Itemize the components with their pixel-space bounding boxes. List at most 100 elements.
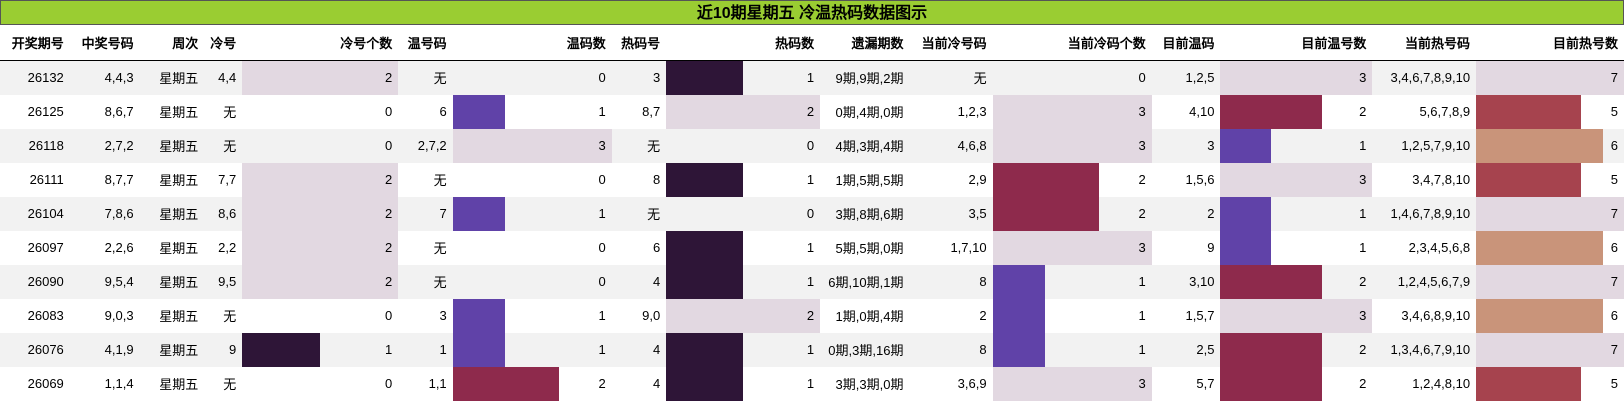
bar-cell: 6 [1476,230,1624,265]
table-cell: 2,2,6 [69,230,140,265]
table-row: 26104 7,8,6 星期五 8,6 2 7 1 无 0 3期,8期,6期 3,5 2 2 1 1,4,6… [0,196,1624,231]
table-cell: 5,6,7,8,9 [1372,94,1477,129]
table-cell: 26069 [0,366,70,401]
data-bar [992,332,1046,367]
data-bar [666,230,744,265]
data-bar [666,298,821,333]
table-cell: 2,9 [909,162,993,197]
table-cell: 星期五 [139,94,205,129]
table-cell: 4 [611,332,667,367]
cell-value: 2 [806,307,815,323]
cell-value: 1 [598,341,606,357]
bar-cell: 1 [992,264,1152,299]
table-cell: 2,2 [204,230,243,265]
table-cell: 星期五 [139,162,205,197]
data-bar [992,366,1152,401]
data-bar [1476,366,1582,401]
table-cell: 3,4,6,8,9,10 [1372,298,1477,333]
data-bar [1476,298,1604,333]
data-bar [452,366,560,401]
table-cell: 1,5,6 [1151,162,1221,197]
table-cell: 8,7 [611,94,667,129]
data-bar [992,128,1152,163]
cell-value: 1 [598,103,606,119]
table-cell: 9 [1151,230,1221,265]
table-cell: 3,5 [909,196,993,231]
bar-cell: 7 [1476,332,1624,367]
table-cell: 1,2,4,5,6,7,9 [1372,264,1477,299]
bar-cell: 5 [1476,366,1624,401]
column-header: 冷号 [204,25,243,61]
bar-cell: 7 [1476,60,1624,95]
table-row: 26118 2,7,2 星期五无 0 2,7,2 3 无 0 4期,3期,4期 4,6,8 3 3 1 1… [0,128,1624,163]
data-bar [1220,366,1323,401]
bar-cell: 6 [1476,298,1624,333]
table-cell: 1,4,6,7,8,9,10 [1372,196,1477,231]
table-cell: 0期,4期,0期 [820,94,910,129]
bar-cell: 3 [992,230,1152,265]
cell-value: 5 [1610,375,1618,391]
bar-cell: 0 [242,298,399,333]
table-cell: 3期,3期,0期 [820,366,910,401]
data-table: 开奖期号 中奖号码 周次 冷号 冷号个数 温号码 温码数 热码号 热码数 遗漏期数 当前冷号码 当前冷… [0,25,1624,401]
bar-cell: 1 [1220,128,1373,163]
bar-cell: 1 [666,332,821,367]
data-bar [666,60,744,95]
table-cell: 9 [204,332,243,367]
data-bar [1220,332,1323,367]
bar-cell: 0 [452,60,612,95]
bar-cell: 1 [452,196,612,231]
bar-cell: 0 [242,128,399,163]
table-cell: 3,10 [1151,264,1221,299]
cell-value: 0 [385,137,393,153]
table-row: 26069 1,1,4 星期五无 0 1,1 2 4 1 3期,3期,0期 3,6,9 3 5,7 2 1… [0,366,1624,401]
data-bar [452,196,506,231]
column-header: 当前冷码个数 [992,25,1152,61]
cell-value: 2 [1359,375,1367,391]
table-cell: 1期,0期,4期 [820,298,910,333]
table-cell: 8 [909,332,993,367]
cell-value: 1 [1359,239,1367,255]
table-cell: 7,7 [204,162,243,197]
table-cell: 4,1,9 [69,332,140,367]
table-cell: 2,3,4,5,6,8 [1372,230,1477,265]
table-cell: 5期,5期,0期 [820,230,910,265]
bar-cell: 2 [666,94,821,129]
table-cell: 6 [611,230,667,265]
cell-value: 6 [1610,137,1618,153]
table-cell: 2 [1151,196,1221,231]
table-cell: 无 [611,196,667,231]
data-bar [1476,196,1624,231]
table-row: 26125 8,6,7 星期五无 0 6 1 8,7 2 0期,4期,0期 1,2,3 3 4,10 2… [0,94,1624,129]
bar-cell: 1 [666,230,821,265]
table-cell: 1,3,4,6,7,9,10 [1372,332,1477,367]
bar-cell: 0 [666,196,821,231]
bar-cell: 2 [1220,94,1373,129]
table-cell: 6 [398,94,453,129]
table-cell: 26076 [0,332,70,367]
data-bar [242,264,399,299]
data-bar [242,196,399,231]
table-cell: 7,8,6 [69,196,140,231]
data-bar [1476,60,1624,95]
cell-value: 6 [1610,239,1618,255]
bar-cell: 2 [1220,366,1373,401]
cell-value: 1 [806,171,815,187]
cell-value: 2 [806,103,815,119]
cell-value: 7 [1610,273,1618,289]
cell-value: 2 [1359,103,1367,119]
table-cell: 3 [398,298,453,333]
table-cell: 9,5,4 [69,264,140,299]
column-header: 温码数 [452,25,612,61]
table-cell: 8,6 [204,196,243,231]
column-header: 周次 [139,25,205,61]
cell-value: 2 [1359,273,1367,289]
data-bar [1476,128,1604,163]
bar-cell: 2 [242,162,399,197]
data-bar [1476,264,1624,299]
table-cell: 无 [204,366,243,401]
data-bar [666,332,744,367]
bar-cell: 1 [666,366,821,401]
data-bar [242,162,399,197]
data-bar [1476,230,1604,265]
